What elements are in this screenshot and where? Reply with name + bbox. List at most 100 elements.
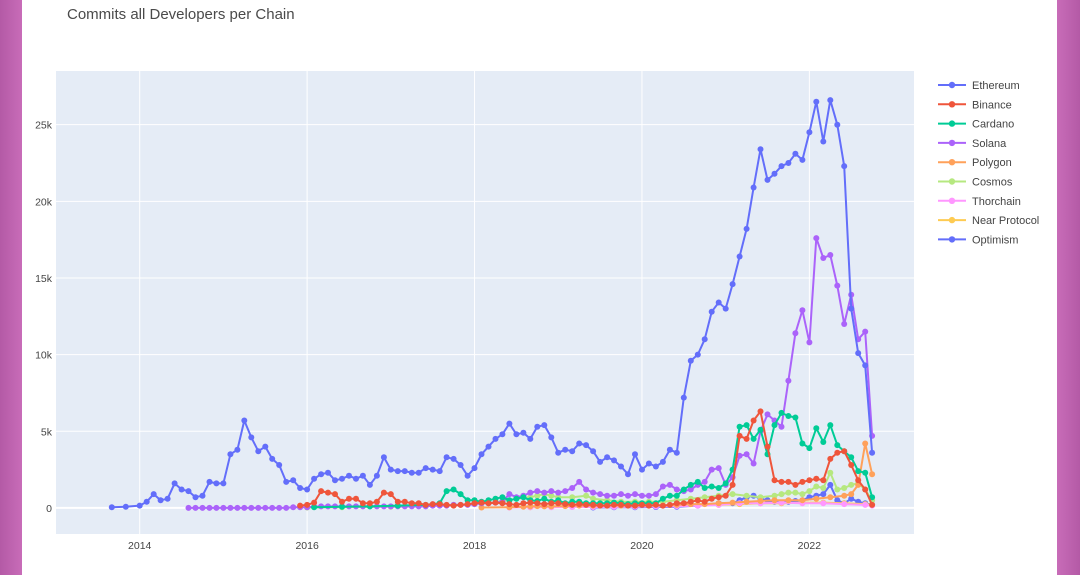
- data-point: [562, 446, 569, 453]
- data-point: [869, 449, 876, 456]
- data-point: [715, 500, 722, 507]
- data-point: [185, 488, 192, 495]
- legend-marker: [948, 120, 956, 127]
- data-point: [792, 481, 799, 488]
- data-point: [429, 466, 436, 473]
- data-point: [527, 499, 534, 506]
- data-point: [841, 492, 848, 499]
- data-point: [778, 491, 785, 498]
- data-point: [848, 491, 855, 498]
- data-point: [269, 455, 276, 462]
- data-point: [750, 460, 757, 467]
- data-point: [764, 443, 771, 450]
- data-point: [346, 495, 352, 502]
- data-point: [827, 469, 834, 476]
- data-point: [813, 495, 820, 502]
- data-point: [464, 501, 471, 508]
- data-point: [806, 445, 813, 452]
- data-point: [806, 339, 813, 346]
- data-point: [778, 163, 785, 170]
- data-point: [652, 501, 659, 508]
- data-point: [715, 485, 722, 491]
- data-point: [304, 486, 311, 493]
- data-point: [743, 225, 750, 232]
- legend-label: Near Protocol: [972, 215, 1039, 227]
- data-point: [645, 460, 652, 467]
- data-point: [520, 429, 527, 436]
- data-point: [778, 478, 785, 485]
- data-point: [771, 497, 778, 504]
- data-point: [534, 500, 541, 507]
- data-point: [199, 504, 206, 511]
- data-point: [178, 486, 185, 493]
- data-point: [513, 495, 520, 502]
- data-point: [429, 501, 436, 508]
- data-point: [820, 138, 827, 145]
- data-point: [862, 469, 869, 476]
- data-point: [841, 501, 848, 508]
- data-point: [799, 156, 806, 163]
- data-point: [527, 489, 534, 496]
- data-point: [694, 497, 701, 504]
- data-point: [220, 504, 227, 511]
- data-point: [722, 480, 729, 487]
- legend-item-thorchain[interactable]: Thorchain: [938, 196, 1021, 208]
- data-point: [666, 501, 673, 508]
- data-point: [241, 417, 248, 424]
- data-point: [792, 414, 799, 421]
- data-point: [750, 417, 757, 424]
- data-point: [499, 500, 506, 507]
- legend-item-near-protocol[interactable]: Near Protocol: [938, 215, 1039, 227]
- data-point: [387, 466, 394, 473]
- data-point: [827, 494, 834, 501]
- legend-item-binance[interactable]: Binance: [938, 99, 1012, 111]
- data-point: [499, 494, 506, 501]
- data-point: [541, 422, 548, 429]
- data-point: [757, 498, 764, 504]
- data-point: [325, 489, 331, 496]
- legend-item-cosmos[interactable]: Cosmos: [938, 177, 1013, 189]
- data-point: [366, 481, 373, 488]
- data-point: [604, 454, 611, 461]
- data-point: [855, 468, 862, 475]
- data-point: [283, 478, 290, 485]
- data-point: [583, 486, 590, 493]
- data-point: [701, 478, 708, 485]
- data-point: [576, 501, 583, 508]
- data-point: [297, 502, 304, 509]
- legend-item-cardano[interactable]: Cardano: [938, 119, 1014, 131]
- data-point: [848, 495, 855, 502]
- data-point: [562, 488, 569, 495]
- y-tick-label: 5k: [41, 426, 53, 438]
- legend-item-optimism[interactable]: Optimism: [938, 234, 1018, 246]
- data-point: [722, 305, 729, 312]
- data-point: [666, 446, 673, 453]
- data-point: [436, 468, 443, 475]
- data-point: [520, 494, 527, 501]
- legend-item-polygon[interactable]: Polygon: [938, 157, 1012, 169]
- data-point: [848, 481, 855, 488]
- data-point: [478, 504, 485, 511]
- data-point: [248, 504, 255, 511]
- legend-label: Binance: [972, 99, 1012, 111]
- legend-item-ethereum[interactable]: Ethereum: [938, 80, 1020, 92]
- data-point: [339, 498, 345, 505]
- data-point: [485, 443, 492, 450]
- data-point: [848, 462, 855, 468]
- data-point: [318, 471, 325, 478]
- data-point: [590, 495, 597, 502]
- legend-item-solana[interactable]: Solana: [938, 138, 1007, 150]
- legend-label: Optimism: [972, 234, 1018, 246]
- data-point: [590, 501, 597, 508]
- data-point: [659, 502, 666, 509]
- chart-title: Commits all Developers per Chain: [67, 6, 295, 23]
- plot-area: [56, 71, 914, 534]
- data-point: [443, 454, 450, 461]
- data-point: [625, 492, 631, 499]
- data-point: [764, 176, 771, 183]
- data-point: [373, 498, 380, 505]
- legend[interactable]: Ethereum Binance Cardano Solana Polygon Cosmo…: [938, 80, 1039, 246]
- legend-label: Solana: [972, 138, 1007, 150]
- data-point: [652, 491, 659, 498]
- data-point: [813, 98, 820, 105]
